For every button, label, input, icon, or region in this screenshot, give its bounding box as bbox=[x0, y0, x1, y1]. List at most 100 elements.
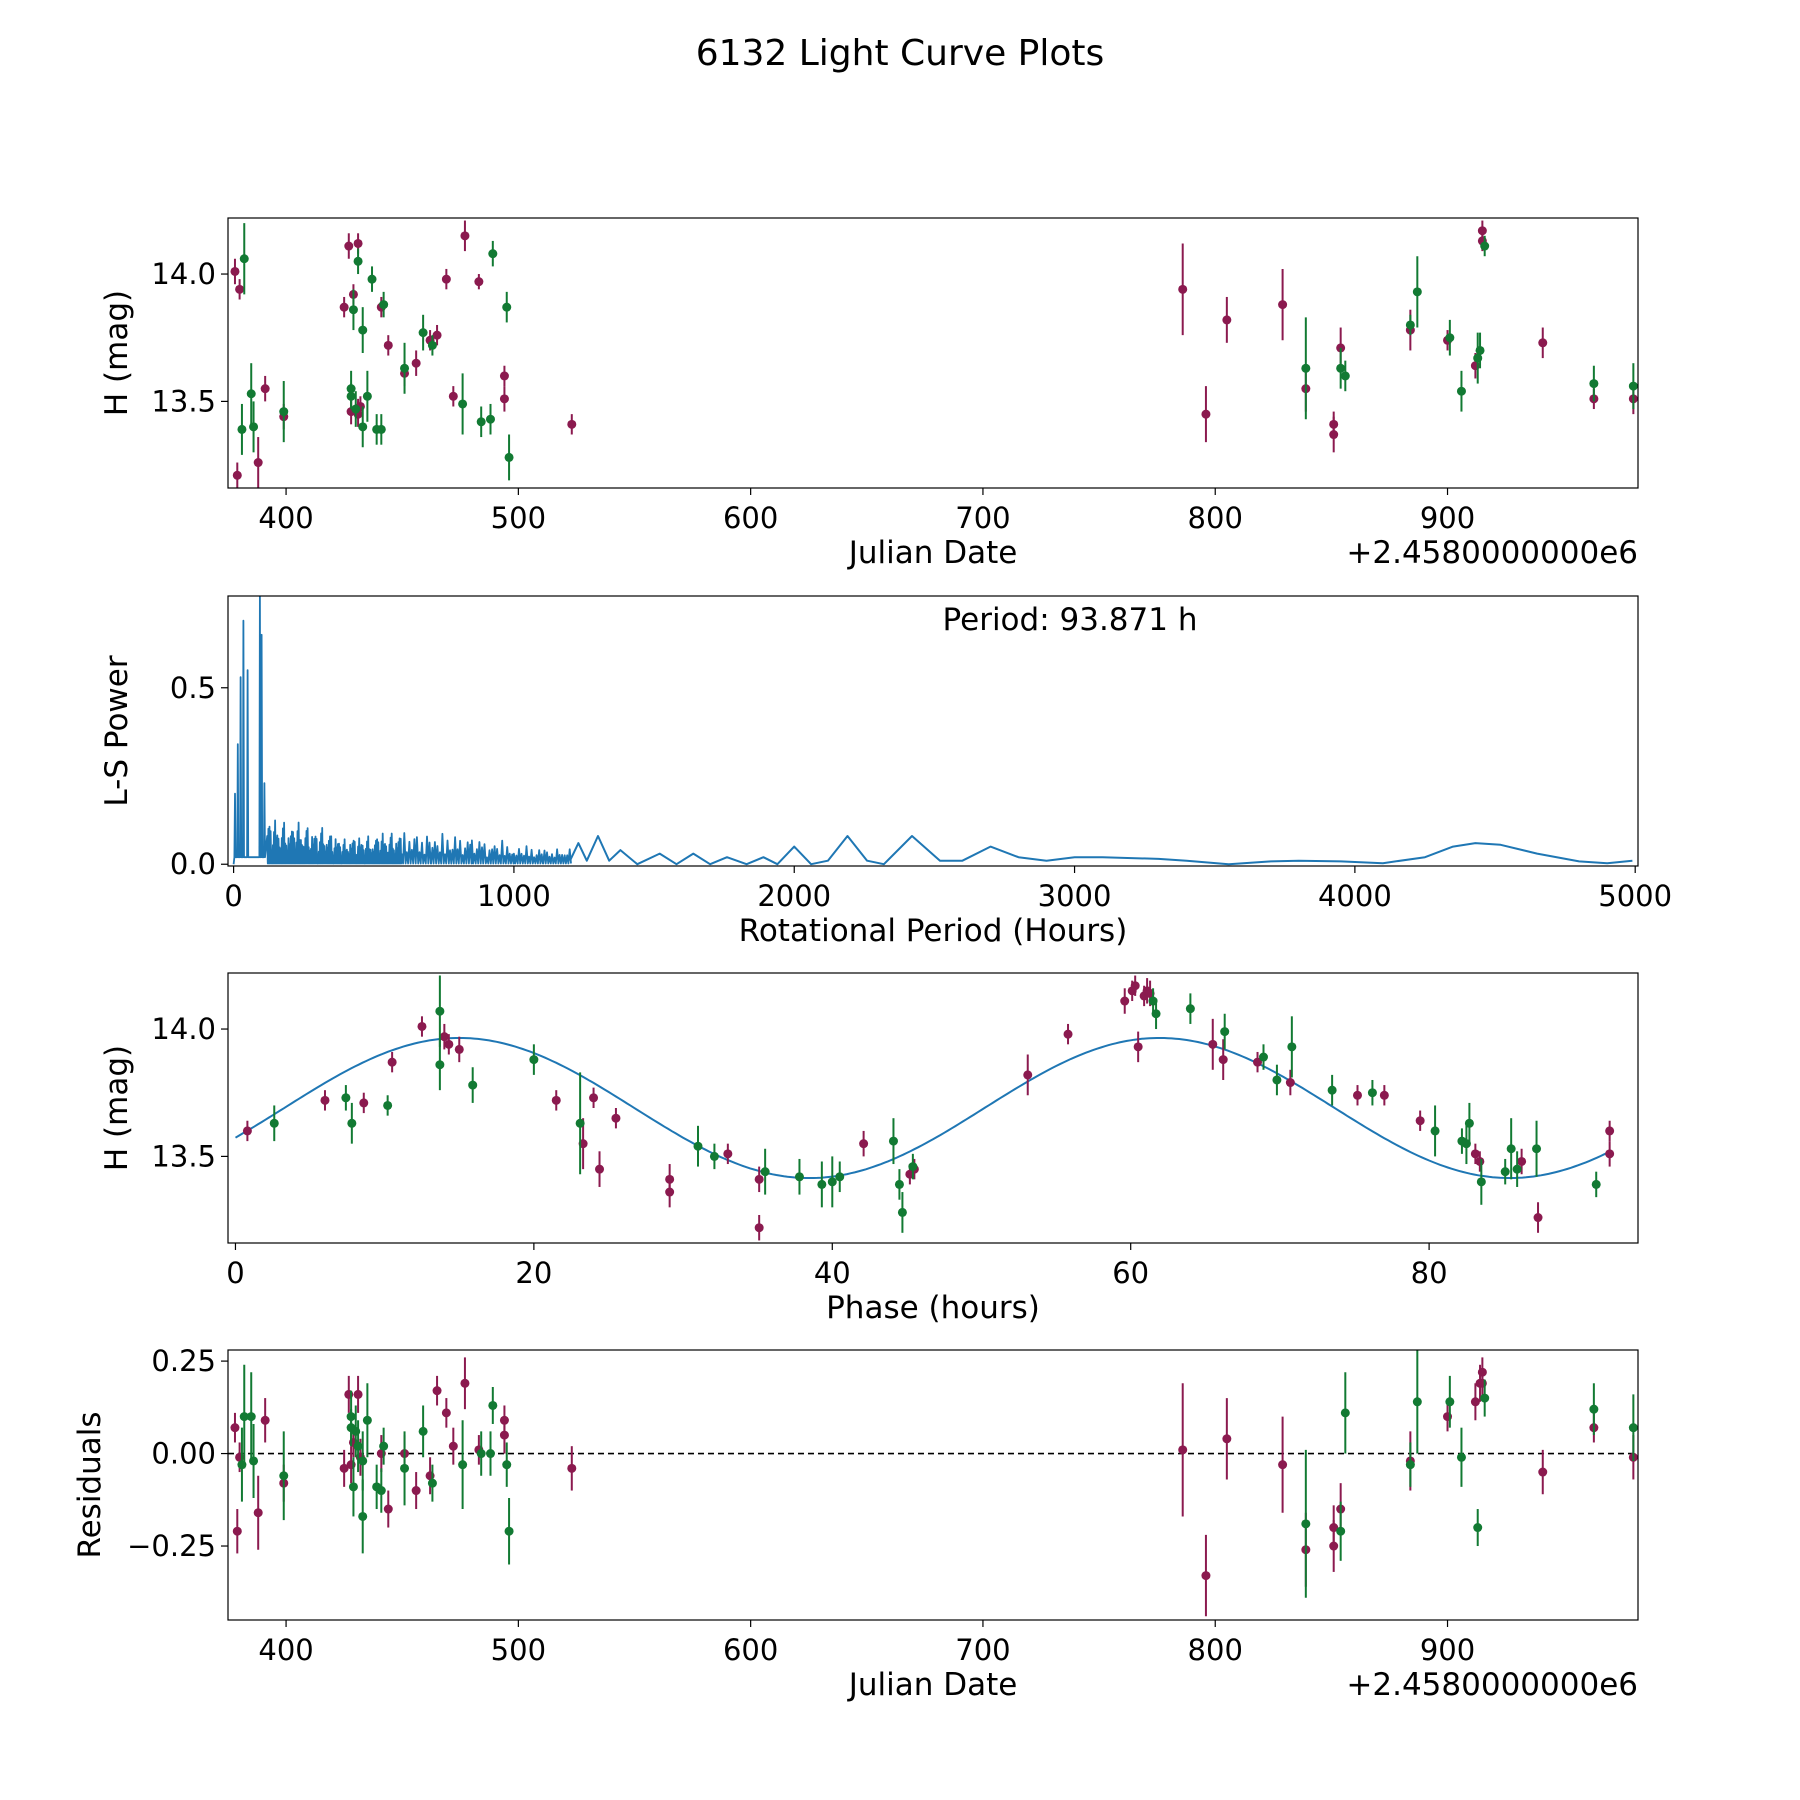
x-tick-label: 40 bbox=[814, 1256, 851, 1290]
data-point bbox=[441, 1408, 451, 1418]
data-point bbox=[1327, 1085, 1337, 1095]
data-point bbox=[1476, 1177, 1486, 1187]
x-tick-label: 0 bbox=[226, 1256, 244, 1290]
residuals-axes: 400 500 600 700 800 900 −0.25 0.00 0.25 Julian Da… bbox=[72, 1344, 1639, 1703]
data-point bbox=[817, 1179, 827, 1189]
data-point bbox=[358, 325, 368, 335]
data-point bbox=[242, 1126, 252, 1136]
x-tick-label: 700 bbox=[955, 501, 1010, 535]
data-point bbox=[359, 1098, 369, 1108]
data-point bbox=[235, 284, 245, 294]
y-axis-label: Residuals bbox=[72, 1411, 108, 1558]
data-point bbox=[253, 458, 263, 468]
y-tick-label: 13.5 bbox=[151, 1139, 216, 1173]
data-point bbox=[474, 277, 484, 287]
data-point bbox=[260, 384, 270, 394]
figure-title: 6132 Light Curve Plots bbox=[696, 33, 1105, 74]
data-point bbox=[339, 302, 349, 312]
data-point bbox=[504, 452, 514, 462]
data-point bbox=[339, 1463, 349, 1473]
x-tick-label: 4000 bbox=[1318, 879, 1392, 913]
data-point bbox=[1480, 1393, 1490, 1403]
data-point bbox=[1120, 996, 1130, 1006]
data-point bbox=[502, 1460, 512, 1470]
data-point bbox=[232, 1526, 242, 1536]
data-point bbox=[379, 300, 389, 310]
data-point bbox=[754, 1223, 764, 1233]
data-point bbox=[1628, 381, 1638, 391]
data-point bbox=[1151, 1009, 1161, 1019]
data-point bbox=[379, 1441, 389, 1451]
data-point bbox=[1130, 981, 1140, 991]
x-tick-label: 20 bbox=[515, 1256, 552, 1290]
data-point bbox=[348, 305, 358, 315]
data-point bbox=[246, 1412, 256, 1422]
data-point bbox=[362, 1415, 372, 1425]
data-point bbox=[611, 1113, 621, 1123]
data-point bbox=[1456, 1452, 1466, 1462]
data-point bbox=[260, 1415, 270, 1425]
lightcurve-plot-area bbox=[230, 220, 1638, 488]
data-point bbox=[458, 1460, 468, 1470]
data-point bbox=[239, 1412, 249, 1422]
data-point bbox=[794, 1172, 804, 1182]
data-point bbox=[348, 1482, 358, 1492]
data-point bbox=[400, 1463, 410, 1473]
data-point bbox=[1591, 1179, 1601, 1189]
axes-frame bbox=[227, 217, 1639, 489]
x-tick-label: 5000 bbox=[1598, 879, 1672, 913]
data-point bbox=[427, 340, 437, 350]
periodogram-axes: 0 1000 2000 3000 4000 5000 0.0 0.5 Rotational Pe… bbox=[99, 595, 1672, 949]
x-tick-label: 1000 bbox=[477, 879, 551, 913]
data-point bbox=[358, 1511, 368, 1521]
x-tick-label: 60 bbox=[1112, 1256, 1149, 1290]
data-point bbox=[1336, 1526, 1346, 1536]
data-point bbox=[1533, 1213, 1543, 1223]
data-point bbox=[1201, 409, 1211, 419]
periodogram-spikes bbox=[232, 596, 572, 865]
data-point bbox=[1470, 1397, 1480, 1407]
data-point bbox=[387, 1057, 397, 1067]
data-point bbox=[1063, 1029, 1073, 1039]
data-point bbox=[353, 1441, 363, 1451]
data-point bbox=[1222, 315, 1232, 325]
data-point bbox=[458, 399, 468, 409]
data-point bbox=[502, 302, 512, 312]
data-point bbox=[835, 1172, 845, 1182]
data-point bbox=[1589, 379, 1599, 389]
data-point bbox=[723, 1149, 733, 1159]
y-tick-label: 13.5 bbox=[151, 384, 216, 418]
data-point bbox=[908, 1162, 918, 1172]
data-point bbox=[888, 1136, 898, 1146]
data-point bbox=[1480, 241, 1490, 251]
lightcurve-axes: 400 500 600 700 800 900 13.5 14.0 Julian Date H (… bbox=[99, 217, 1639, 571]
x-tick-label: 400 bbox=[258, 1633, 313, 1667]
data-point bbox=[246, 389, 256, 399]
data-point bbox=[411, 1486, 421, 1496]
data-point bbox=[432, 330, 442, 340]
data-point bbox=[1430, 1126, 1440, 1136]
x-tick-label: 600 bbox=[723, 501, 778, 535]
data-point bbox=[353, 1389, 363, 1399]
x-axis-label: Julian Date bbox=[847, 1667, 1018, 1703]
data-point bbox=[1208, 1039, 1218, 1049]
x-tick-label: 3000 bbox=[1038, 879, 1112, 913]
x-tick-label: 900 bbox=[1420, 1633, 1475, 1667]
data-point bbox=[1605, 1149, 1615, 1159]
data-point bbox=[460, 231, 470, 241]
data-point bbox=[499, 371, 509, 381]
x-axis-label: Julian Date bbox=[847, 535, 1018, 571]
data-point bbox=[269, 1118, 279, 1128]
data-point bbox=[367, 274, 377, 284]
data-point bbox=[499, 394, 509, 404]
data-point bbox=[575, 1118, 585, 1128]
data-point bbox=[249, 422, 259, 432]
data-point bbox=[441, 274, 451, 284]
phased-plot-area bbox=[234, 975, 1615, 1241]
data-point bbox=[448, 1441, 458, 1451]
data-point bbox=[754, 1174, 764, 1184]
x-tick-label: 0 bbox=[224, 879, 242, 913]
y-axis-label: H (mag) bbox=[99, 1045, 135, 1171]
data-point bbox=[476, 1449, 486, 1459]
data-point bbox=[1367, 1088, 1377, 1098]
